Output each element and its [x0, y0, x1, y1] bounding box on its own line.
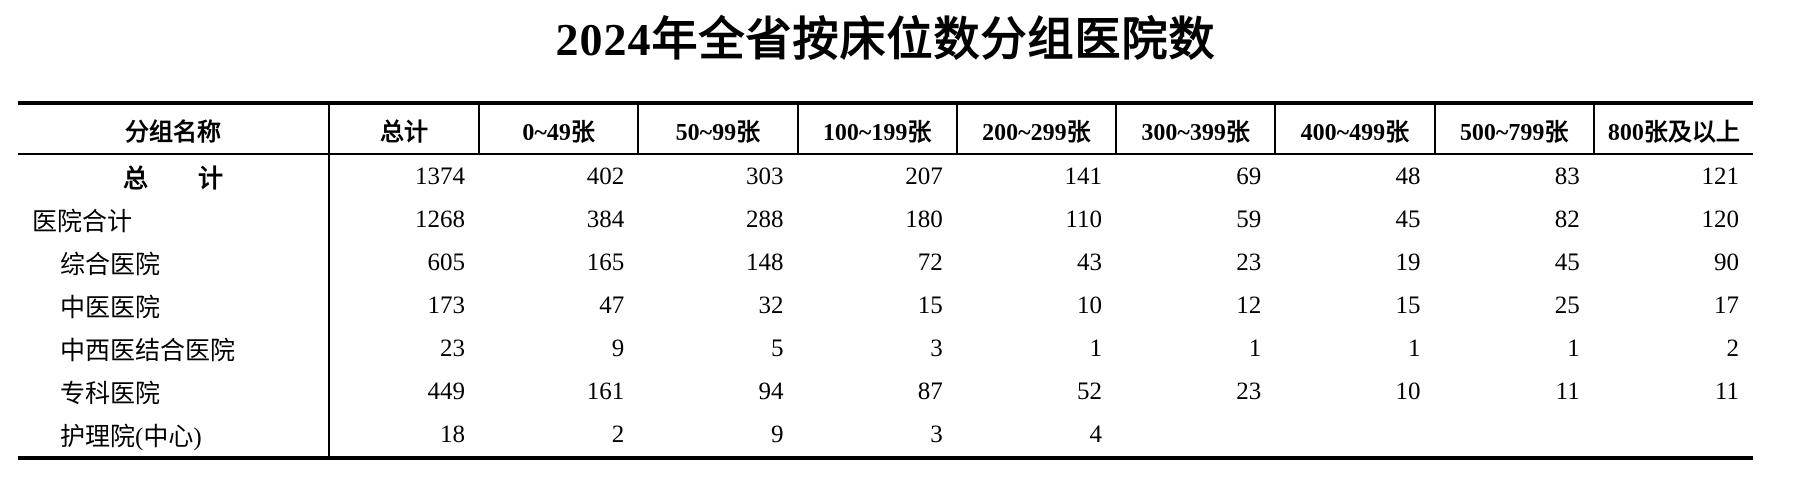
table-row: 综合医院 605 165 148 72 43 23 19 45 90 [18, 241, 1753, 284]
value-cell [1116, 413, 1275, 458]
value-cell: 23 [1236, 377, 1262, 405]
column-header-200-299: 200~299张 [956, 103, 1118, 155]
value-cell: 1374 [415, 162, 465, 190]
column-header-0-49: 0~49张 [479, 103, 640, 155]
column-header-50-99: 50~99张 [638, 103, 799, 155]
column-header-300-399: 300~399张 [1116, 103, 1277, 155]
value-cell: 3 [930, 334, 943, 362]
value-cell [1435, 413, 1594, 458]
table-row: 专科医院 449 161 94 87 52 23 10 11 11 [18, 370, 1753, 413]
value-cell: 5 [771, 334, 784, 362]
value-cell: 32 [758, 291, 784, 319]
value-cell: 121 [1701, 162, 1740, 190]
value-cell: 10 [1395, 377, 1421, 405]
value-cell: 87 [917, 377, 943, 405]
value-cell: 1 [1248, 334, 1262, 362]
value-cell: 45 [1554, 248, 1580, 276]
hospital-beds-table: 分组名称 总计 0~49张 50~99张 100~199张 200~299张 3… [18, 101, 1753, 460]
column-header-total: 总计 [329, 103, 480, 155]
value-cell: 12 [1236, 291, 1262, 319]
value-cell: 173 [427, 291, 466, 319]
value-cell: 161 [586, 377, 625, 405]
value-cell: 19 [1395, 248, 1421, 276]
value-cell: 110 [1065, 205, 1102, 233]
value-cell: 15 [1395, 291, 1421, 319]
row-label: 专科医院 [18, 370, 330, 413]
value-cell: 18 [440, 420, 465, 448]
value-cell: 1 [1408, 334, 1421, 362]
table-row: 总 计 1374 402 303 207 141 69 48 83 121 [18, 154, 1753, 198]
row-label: 中医医院 [18, 284, 330, 327]
value-cell [1275, 413, 1434, 458]
value-cell: 1 [1567, 334, 1580, 362]
value-cell: 10 [1077, 291, 1102, 319]
column-header-400-499: 400~499张 [1275, 103, 1436, 155]
table-row: 中医医院 173 47 32 15 10 12 15 25 17 [18, 284, 1753, 327]
value-cell: 449 [427, 377, 466, 405]
value-cell: 141 [1064, 162, 1103, 190]
value-cell: 9 [611, 334, 625, 362]
value-cell: 165 [586, 248, 625, 276]
column-header-800-plus: 800张及以上 [1593, 103, 1753, 155]
value-cell: 207 [905, 162, 943, 190]
row-label: 综合医院 [18, 241, 330, 284]
value-cell: 303 [746, 162, 784, 190]
value-cell: 148 [746, 248, 784, 276]
value-cell: 59 [1236, 205, 1262, 233]
value-cell: 11 [1714, 377, 1739, 405]
value-cell: 1 [1089, 334, 1103, 362]
row-label: 中西医结合医院 [18, 327, 330, 370]
value-cell: 23 [440, 334, 465, 362]
value-cell: 47 [599, 291, 625, 319]
value-cell: 52 [1077, 377, 1102, 405]
value-cell: 25 [1554, 291, 1580, 319]
value-cell: 94 [758, 377, 784, 405]
value-cell: 120 [1701, 205, 1740, 233]
value-cell: 1268 [415, 205, 465, 233]
value-cell: 605 [427, 248, 466, 276]
value-cell: 4 [1089, 420, 1103, 448]
value-cell: 15 [917, 291, 943, 319]
value-cell [1594, 413, 1753, 458]
value-cell: 384 [586, 205, 625, 233]
value-cell: 3 [930, 420, 943, 448]
table-row: 医院合计 1268 384 288 180 110 59 45 82 120 [18, 198, 1753, 241]
row-label: 医院合计 [18, 198, 330, 241]
value-cell: 180 [905, 205, 943, 233]
value-cell: 23 [1236, 248, 1262, 276]
value-cell: 2 [1726, 334, 1740, 362]
value-cell: 82 [1554, 205, 1580, 233]
value-cell: 90 [1714, 248, 1739, 276]
column-header-100-199: 100~199张 [797, 103, 958, 155]
value-cell: 288 [746, 205, 784, 233]
value-cell: 45 [1395, 205, 1421, 233]
table-header: 分组名称 总计 0~49张 50~99张 100~199张 200~299张 3… [18, 103, 1753, 155]
value-cell: 402 [586, 162, 625, 190]
value-cell: 43 [1077, 248, 1102, 276]
value-cell: 83 [1554, 162, 1580, 190]
value-cell: 11 [1555, 377, 1580, 405]
column-header-500-799: 500~799张 [1434, 103, 1595, 155]
value-cell: 9 [771, 420, 784, 448]
table-row: 护理院(中心) 18 2 9 3 4 [18, 413, 1753, 458]
value-cell: 17 [1714, 291, 1739, 319]
column-header-group-name: 分组名称 [18, 103, 330, 155]
row-label: 护理院(中心) [18, 413, 330, 458]
value-cell: 2 [611, 420, 625, 448]
value-cell: 48 [1395, 162, 1421, 190]
value-cell: 72 [917, 248, 943, 276]
table-body: 总 计 1374 402 303 207 141 69 48 83 121 医院合计 1268 384 2… [18, 154, 1753, 458]
value-cell: 69 [1236, 162, 1262, 190]
row-label: 总 计 [18, 154, 330, 198]
page-title: 2024年全省按床位数分组医院数 [555, 14, 1216, 65]
table-row: 中西医结合医院 23 9 5 3 1 1 1 1 2 [18, 327, 1753, 370]
header-row: 分组名称 总计 0~49张 50~99张 100~199张 200~299张 3… [18, 103, 1753, 155]
